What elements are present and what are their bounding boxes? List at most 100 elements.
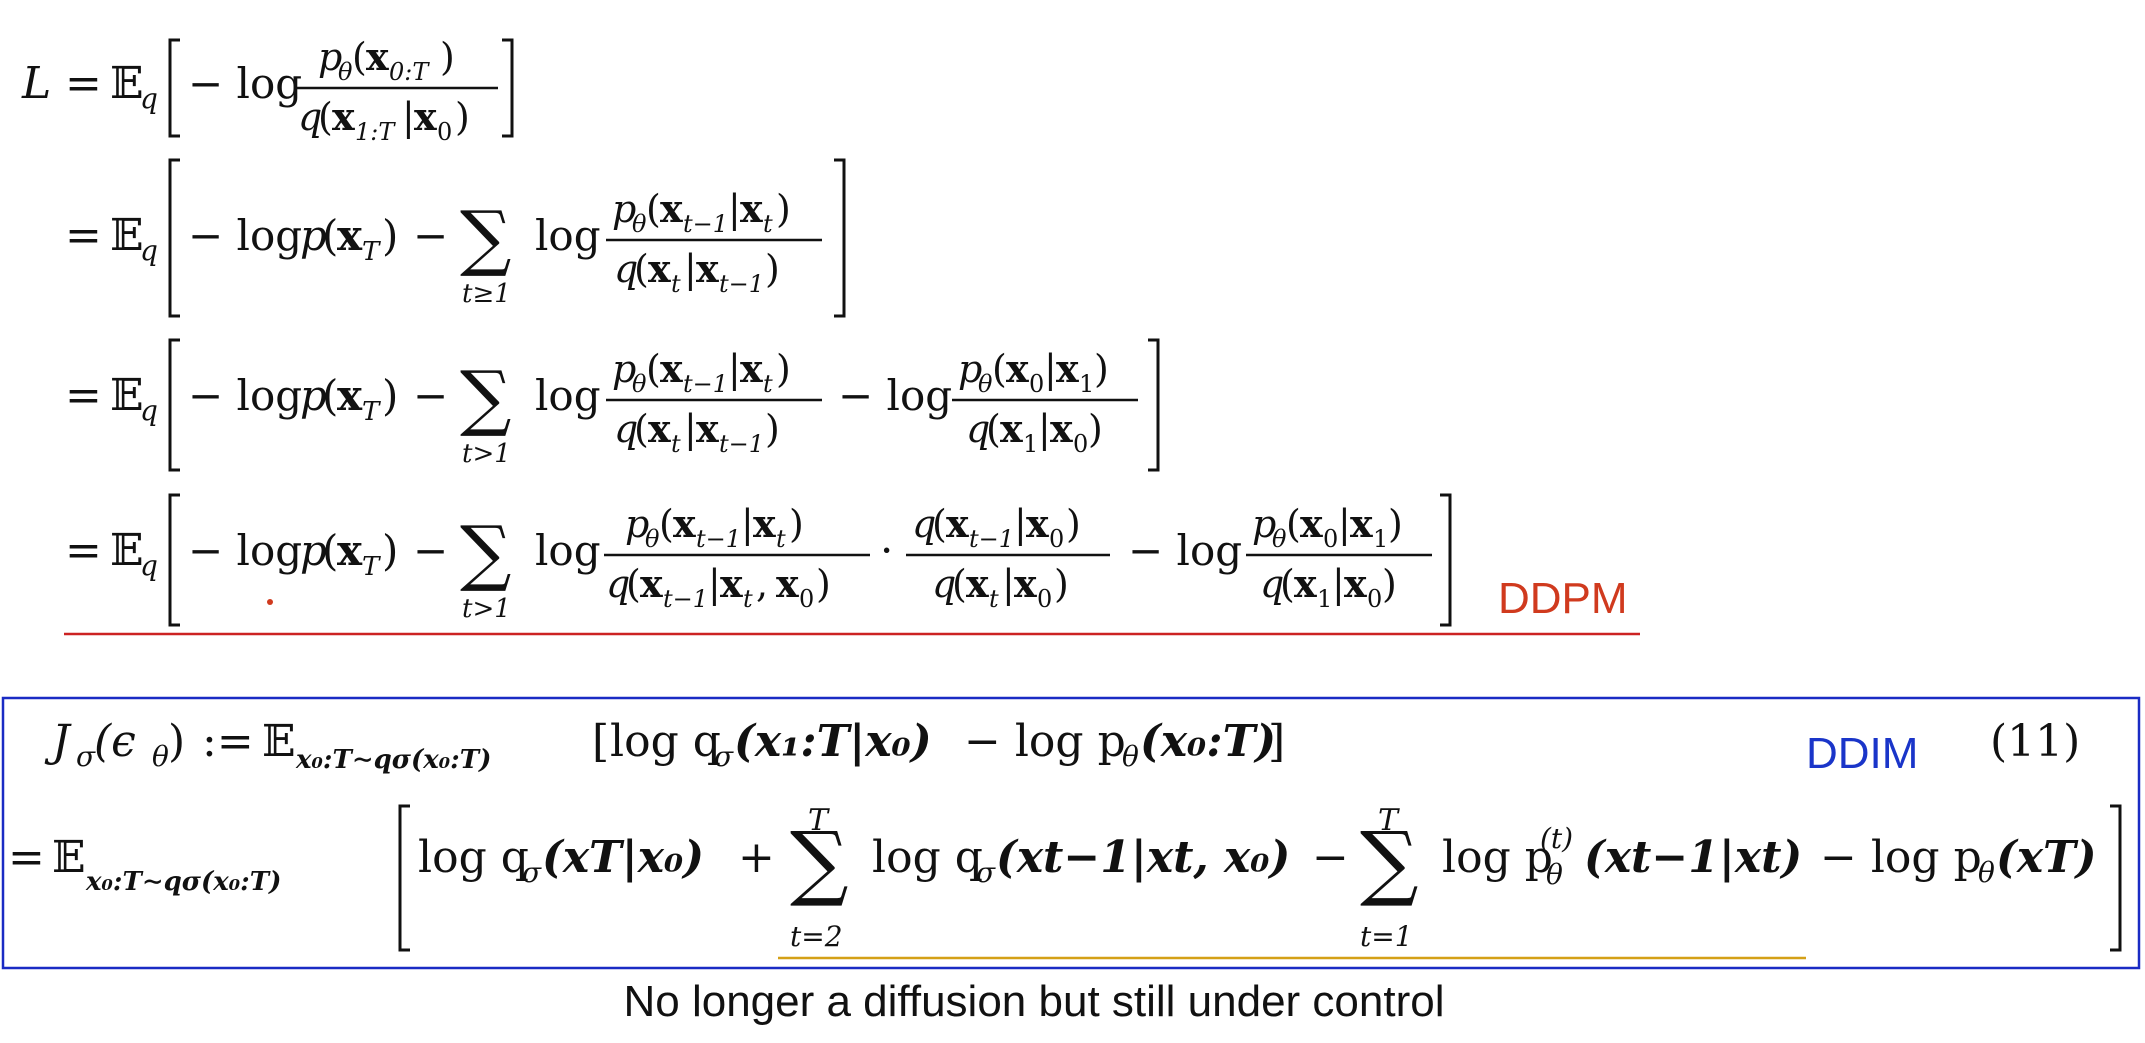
svg-text:x: x [366, 34, 389, 79]
svg-text:𝔼: 𝔼 [110, 370, 144, 421]
svg-text:x: x [1344, 561, 1367, 606]
svg-text:T: T [362, 237, 381, 267]
svg-text:p: p [300, 211, 327, 260]
svg-text:0: 0 [1029, 370, 1044, 398]
svg-text:θ: θ [1272, 525, 1287, 553]
svg-text:x: x [720, 561, 743, 606]
svg-text:|: | [684, 247, 697, 291]
svg-text:t−1: t−1 [969, 525, 1014, 553]
svg-text:): ) [776, 187, 791, 231]
svg-text:=: = [65, 525, 102, 576]
svg-text:x: x [660, 186, 683, 231]
svg-text:− log: − log [838, 371, 952, 420]
svg-text:p: p [625, 502, 649, 546]
svg-text:x: x [414, 94, 437, 139]
svg-text:t−1: t−1 [696, 525, 741, 553]
svg-text:x: x [753, 501, 776, 546]
svg-text:t−1: t−1 [719, 270, 764, 298]
svg-text:x: x [1294, 561, 1317, 606]
equals-sign: = [65, 58, 102, 109]
svg-text:|: | [1038, 407, 1051, 451]
svg-text:x: x [648, 406, 671, 451]
svg-text:=: = [65, 370, 102, 421]
svg-text:): ) [1088, 407, 1103, 451]
svg-text:x: x [640, 561, 663, 606]
svg-text:x: x [1056, 346, 1079, 391]
svg-text:x₀:T∼qσ(x₀:T): x₀:T∼qσ(x₀:T) [295, 745, 491, 775]
svg-text:): ) [440, 35, 455, 79]
lhs-L: L [21, 58, 51, 109]
svg-text:t=2: t=2 [790, 920, 843, 953]
svg-text:(xT): (xT) [1996, 832, 2097, 883]
fraction-c: p θ ( x t−1 | x t ) q ( x t−1 | x t , x … [604, 501, 870, 613]
svg-text:p: p [1252, 502, 1276, 546]
ddpm-line-2: = 𝔼 q − log p ( x T ) − ∑ t≥1 log p θ ( … [65, 158, 846, 318]
svg-text:θ: θ [632, 370, 647, 398]
svg-text:σ: σ [976, 856, 996, 889]
svg-text:(: ( [634, 407, 649, 451]
svg-text:J: J [44, 716, 72, 767]
svg-text:|: | [1014, 502, 1027, 546]
caption: No longer a diffusion but still under co… [623, 977, 1444, 1026]
svg-text:q: q [614, 407, 638, 451]
svg-text:1: 1 [1317, 585, 1332, 613]
minus-log: − log [188, 59, 302, 108]
svg-text:(: ( [318, 95, 333, 139]
svg-text:σ: σ [714, 740, 734, 773]
svg-text:𝔼: 𝔼 [52, 832, 86, 883]
svg-text:t: t [763, 370, 773, 398]
svg-text:θ: θ [632, 210, 647, 238]
svg-text:·: · [880, 526, 893, 575]
svg-text:|: | [728, 187, 741, 231]
svg-text:(: ( [626, 562, 641, 606]
svg-text:[: [ [592, 716, 609, 767]
svg-text:q: q [298, 95, 322, 139]
term-p-xT: p ( x T ) [300, 371, 398, 427]
svg-text:t: t [671, 270, 681, 298]
fraction-b: p θ ( x 0 | x 1 ) q ( x 1 | x 0 ) [1246, 501, 1432, 613]
svg-text:): ) [1094, 347, 1109, 391]
svg-text:): ) [789, 502, 804, 546]
svg-text:0: 0 [1367, 585, 1382, 613]
svg-text:(t): (t) [1540, 822, 1573, 855]
fraction-a: p θ ( x t−1 | x t ) q ( x t | x t−1 ) [606, 346, 822, 458]
svg-text:p: p [958, 347, 982, 391]
svg-text:𝔼: 𝔼 [110, 525, 144, 576]
svg-text:x: x [1350, 501, 1373, 546]
svg-text:∑: ∑ [460, 510, 511, 594]
svg-text:x: x [1014, 561, 1037, 606]
svg-text:): ) [382, 371, 398, 420]
svg-text:|: | [741, 502, 754, 546]
svg-text:1: 1 [1373, 525, 1388, 553]
svg-text:(: ( [352, 35, 367, 79]
svg-text:+: + [738, 832, 775, 883]
svg-text:(: ( [1280, 562, 1295, 606]
svg-text:): ) [776, 347, 791, 391]
svg-text:|: | [708, 562, 721, 606]
svg-text:x: x [337, 371, 363, 420]
svg-text:q: q [932, 562, 956, 606]
ddpm-line-1: L = 𝔼 q − log p θ ( x 0:T ) q ( x 1:T | … [21, 34, 514, 146]
svg-text:): ) [1382, 562, 1397, 606]
ddim-line-2: = 𝔼 x₀:T∼qσ(x₀:T) log q σ (xT|x₀) + T ∑ … [8, 803, 2122, 953]
svg-text:q: q [966, 407, 990, 451]
svg-text:log q: log q [610, 716, 721, 767]
fraction-d: q ( x t−1 | x 0 ) q ( x t | x 0 ) [906, 501, 1110, 613]
svg-text:(xt−1|xt, x₀): (xt−1|xt, x₀) [996, 832, 1290, 883]
svg-text:): ) [1388, 502, 1403, 546]
svg-text:|: | [1332, 562, 1345, 606]
svg-text:|: | [1044, 347, 1057, 391]
svg-text:σ: σ [522, 856, 542, 889]
svg-text:θ: θ [978, 370, 993, 398]
svg-text:(x₀:T): (x₀:T) [1140, 716, 1276, 767]
svg-text:T: T [362, 397, 381, 427]
svg-text:T: T [808, 803, 830, 838]
svg-text:0: 0 [1037, 585, 1052, 613]
term-p-xT: p ( x T ) [300, 211, 398, 267]
svg-text:0: 0 [437, 118, 452, 146]
svg-text:∑: ∑ [1360, 815, 1419, 910]
svg-text:p: p [300, 371, 327, 420]
svg-text:𝔼: 𝔼 [262, 716, 296, 767]
ddim-line-1: J σ (ϵ θ ) := 𝔼 x₀:T∼qσ(x₀:T) [ log q σ … [44, 716, 1285, 775]
